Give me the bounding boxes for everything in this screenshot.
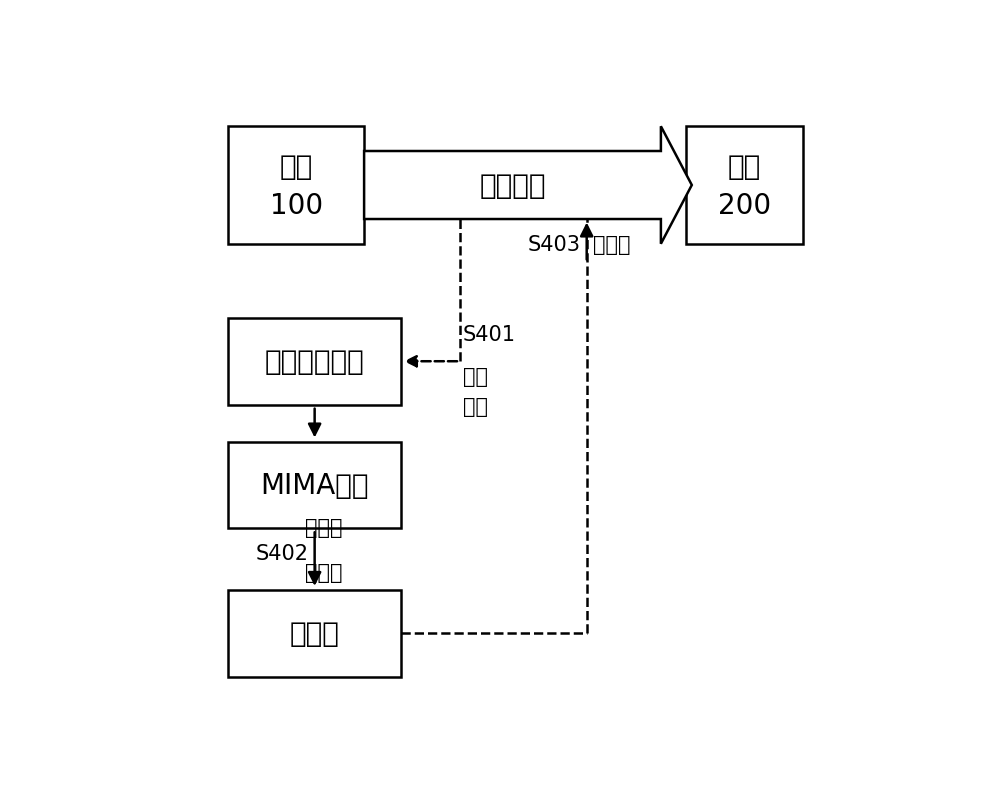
- Text: 获取信道信息: 获取信道信息: [265, 348, 365, 376]
- Bar: [228, 590, 401, 677]
- Text: 下行信道: 下行信道: [479, 172, 546, 200]
- Text: 配权值: 配权值: [305, 562, 343, 582]
- Bar: [228, 318, 401, 405]
- Text: MIMA算法: MIMA算法: [260, 472, 369, 500]
- Text: 信息: 信息: [463, 396, 488, 416]
- Text: 基站
100: 基站 100: [270, 152, 323, 219]
- Text: 信道: 信道: [463, 367, 488, 387]
- Text: S403: S403: [528, 234, 581, 254]
- Text: S401: S401: [463, 325, 516, 345]
- Bar: [686, 127, 803, 245]
- Text: S402: S402: [256, 543, 309, 563]
- Polygon shape: [364, 128, 692, 245]
- Bar: [228, 127, 364, 245]
- Text: 功率分: 功率分: [305, 518, 343, 538]
- Text: 预编码: 预编码: [290, 619, 340, 647]
- Text: 终端
200: 终端 200: [718, 152, 771, 219]
- Text: 预编码: 预编码: [593, 234, 630, 254]
- Bar: [228, 442, 401, 529]
